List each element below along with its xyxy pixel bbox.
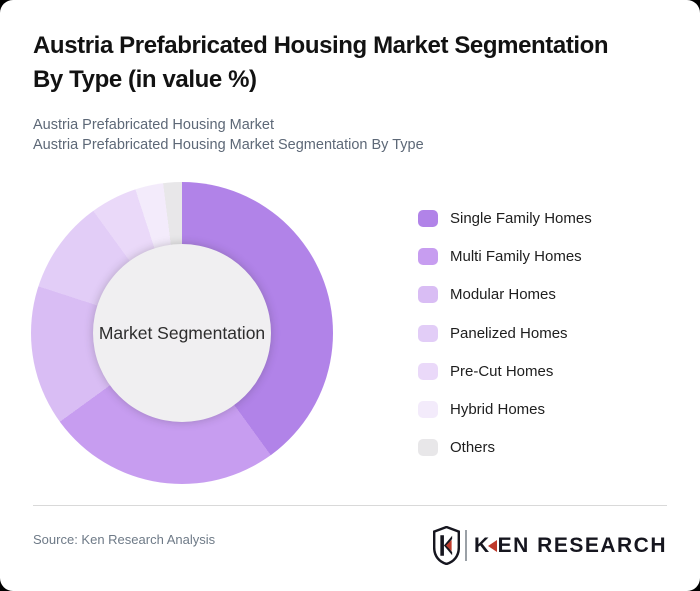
legend-swatch	[418, 247, 438, 265]
page-title: Austria Prefabricated Housing Market Seg…	[33, 29, 609, 97]
legend-swatch	[418, 439, 438, 457]
logo-divider	[464, 530, 467, 561]
chart-subtitle-1: Austria Prefabricated Housing Market	[33, 117, 274, 133]
legend-label: Modular Homes	[450, 286, 556, 304]
legend-label: Panelized Homes	[450, 324, 568, 342]
page-title-line1: Austria Prefabricated Housing Market Seg…	[33, 32, 609, 59]
donut-center: Market Segmentation	[93, 244, 271, 422]
legend-item: Single Family Homes	[418, 199, 592, 237]
ken-research-logo: K EN RESEARCH	[432, 526, 667, 565]
legend-item: Pre-Cut Homes	[418, 352, 592, 390]
logo-wordmark-rest: EN RESEARCH	[497, 533, 667, 557]
logo-red-triangle-icon	[487, 539, 497, 552]
legend-swatch	[418, 286, 438, 304]
legend-item: Hybrid Homes	[418, 390, 592, 428]
legend-item: Panelized Homes	[418, 314, 592, 352]
chart-legend: Single Family Homes Multi Family Homes Mod…	[418, 199, 592, 467]
legend-swatch	[418, 362, 438, 380]
source-note: Source: Ken Research Analysis	[33, 532, 216, 547]
logo-wordmark: K EN RESEARCH	[474, 534, 667, 558]
footer-divider	[33, 505, 667, 506]
legend-label: Multi Family Homes	[450, 247, 582, 265]
legend-item: Others	[418, 429, 592, 467]
chart-subtitle-2: Austria Prefabricated Housing Market Seg…	[33, 137, 424, 153]
logo-wordmark-k: K	[473, 533, 491, 557]
legend-swatch	[418, 401, 438, 419]
page-title-line2: By Type (in value %)	[33, 66, 257, 93]
ken-research-badge-icon	[432, 526, 460, 565]
legend-label: Single Family Homes	[450, 209, 592, 227]
legend-label: Hybrid Homes	[450, 401, 546, 419]
legend-label: Pre-Cut Homes	[450, 362, 554, 380]
donut-center-label: Market Segmentation	[98, 322, 266, 343]
legend-item: Multi Family Homes	[418, 237, 592, 275]
legend-label: Others	[450, 439, 496, 457]
legend-swatch	[418, 209, 438, 227]
legend-swatch	[418, 324, 438, 342]
donut-chart: Market Segmentation	[31, 182, 333, 484]
legend-item: Modular Homes	[418, 276, 592, 314]
